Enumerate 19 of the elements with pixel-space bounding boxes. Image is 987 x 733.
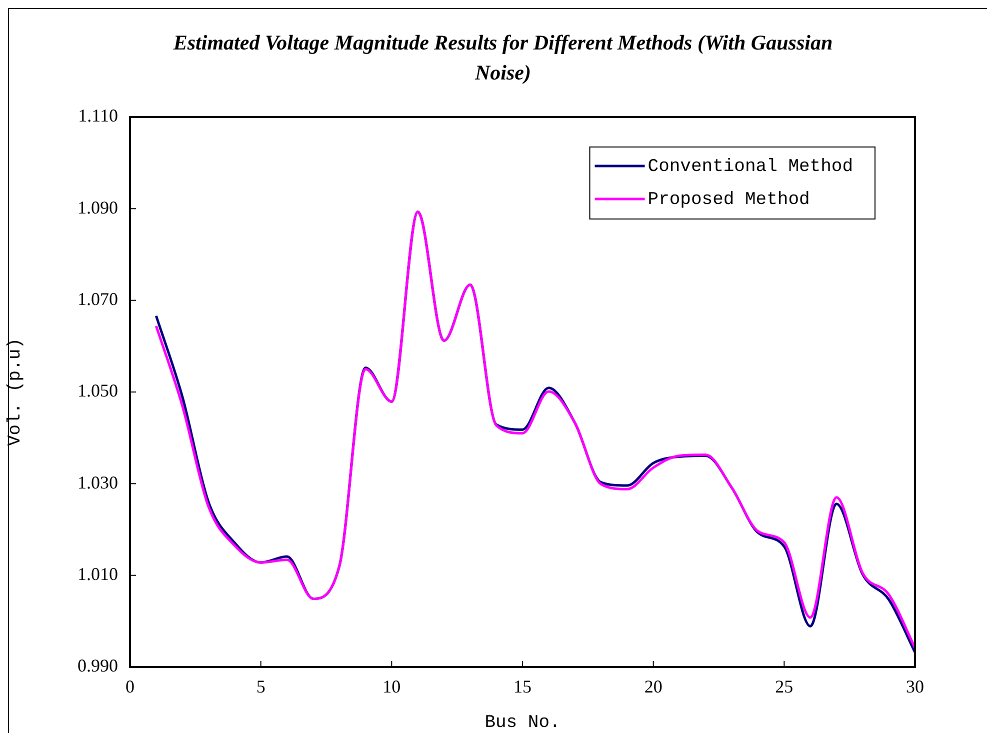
y-tick-label: 1.010 [78,564,118,584]
x-tick-label: 15 [514,676,532,697]
y-tick-label: 1.070 [78,289,118,310]
y-tick-label: 1.090 [78,197,118,218]
legend-label: Proposed Method [648,190,810,210]
x-tick-label: 10 [382,676,401,697]
x-tick-label: 0 [126,676,134,697]
y-tick-label: 1.110 [78,106,118,126]
x-tick-label: 25 [775,676,794,697]
x-tick-label: 20 [644,676,662,697]
y-tick-label: 0.990 [78,656,118,676]
y-tick-label: 1.050 [78,380,118,401]
x-tick-label: 30 [906,676,924,697]
x-tick-label: 5 [256,676,266,697]
legend-label: Conventional Method [648,156,853,177]
y-axis-title: Vol. (p.u) [6,338,26,446]
y-tick-label: 1.030 [78,472,118,492]
x-axis-title: Bus No. [484,712,560,733]
chart-title: Estimated Voltage Magnitude Results for Different Methods (With Gaussian Noise) [172,30,833,84]
